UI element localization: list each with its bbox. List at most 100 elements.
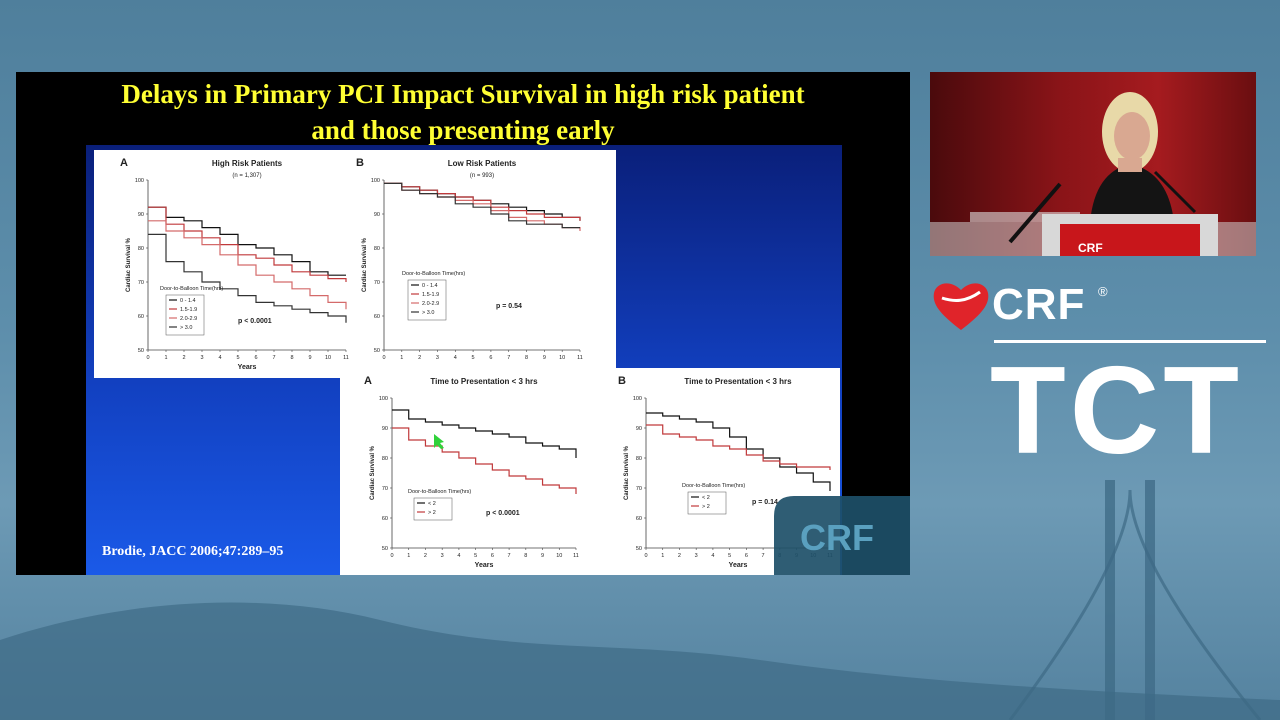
chart-survival-bottom-a: A Time to Presentation < 3 hrs50607080901…: [364, 375, 579, 569]
chart0-x-tick-label: 11: [343, 355, 349, 361]
chart3-y-tick-label: 70: [636, 486, 642, 492]
chart0-legend-title: Door-to-Balloon Time(hrs): [160, 286, 223, 292]
chart1-x-tick-label: 2: [418, 355, 421, 361]
chart0-title: High Risk Patients: [212, 159, 283, 168]
crf-watermark: CRF: [774, 496, 910, 575]
chart1-title: Low Risk Patients: [448, 159, 517, 168]
chart0-x-tick-label: 0: [146, 355, 149, 361]
presentation-slide: Delays in Primary PCI Impact Survival in…: [16, 72, 910, 575]
chart2-x-label: Years: [475, 562, 494, 569]
chart0-series-3-line: [148, 233, 347, 323]
chart1-legend-box: [407, 279, 447, 321]
chart1-y-tick-label: 90: [374, 212, 380, 218]
chart0-y-tick-label: 70: [138, 280, 144, 286]
slide-title-line1: Delays in Primary PCI Impact Survival in…: [121, 79, 805, 109]
chart0-y-tick-label: 100: [135, 178, 144, 184]
chart0-series-2-line: [148, 220, 347, 310]
chart0-x-tick-label: 7: [272, 355, 275, 361]
chart3-y-tick-label: 50: [636, 546, 642, 552]
chart2-x-tick-label: 9: [541, 553, 544, 559]
chart0-legend-label: 1.5-1.9: [180, 307, 197, 313]
chart2-x-tick-label: 5: [474, 553, 477, 559]
chart0-x-tick-label: 6: [254, 355, 257, 361]
chart2-x-tick-label: 2: [424, 553, 427, 559]
chart-panel-high-risk: A High Risk Patients (n = 1,307) 50 60 70 80 90…: [94, 150, 616, 378]
chart0-legend-label: 0 - 1.4: [180, 298, 196, 304]
brand-divider: [994, 340, 1266, 343]
chart0-x-tick-label: 5: [236, 355, 239, 361]
chart3-x-tick-label: 1: [661, 553, 664, 559]
chart3-y-tick-label: 90: [636, 426, 642, 432]
chart3-panel-letter: B: [618, 375, 626, 387]
speaker-video: CRF: [930, 72, 1256, 256]
chart3-x-tick-label: 2: [678, 553, 681, 559]
chart3-series-0-line: [646, 412, 831, 491]
podium-logo-text: CRF: [1078, 241, 1103, 255]
chart0-group: A High Risk Patients(n = 1,307)5060708090…: [120, 157, 349, 371]
chart1-series-3-line: [384, 182, 580, 229]
chart2-y-tick-label: 100: [379, 396, 388, 402]
chart2-title: Time to Presentation < 3 hrs: [430, 377, 538, 386]
chart3-legend-label: > 2: [702, 504, 710, 510]
chart0-x-tick-label: 1: [164, 355, 167, 361]
chart3-y-tick-label: 60: [636, 516, 642, 522]
chart3-series-1-line: [646, 424, 831, 470]
chart3-x-tick-label: 0: [644, 553, 647, 559]
speaker-scene: CRF: [930, 92, 1256, 256]
chart1-x-tick-label: 11: [577, 355, 583, 361]
chart0-x-tick-label: 8: [290, 355, 293, 361]
pointer-arrow-icon: [434, 434, 444, 449]
chart0-y-tick-label: 50: [138, 348, 144, 354]
chart2-series-1-line: [392, 427, 577, 494]
chart3-y-label: Cardiac Survival %: [624, 445, 630, 500]
chart0-x-tick-label: 10: [325, 355, 331, 361]
chart3-x-tick-label: 3: [695, 553, 698, 559]
chart2-y-tick-label: 90: [382, 426, 388, 432]
chart1-x-tick-label: 8: [525, 355, 528, 361]
chart2-x-tick-label: 1: [407, 553, 410, 559]
chart1-subtitle: (n = 993): [470, 173, 494, 179]
chart0-y-label: Cardiac Survival %: [126, 237, 132, 292]
chart2-panel-letter: A: [364, 375, 372, 387]
chart1-x-tick-label: 0: [382, 355, 385, 361]
chart0-series-0-line: [148, 206, 346, 276]
chart3-title: Time to Presentation < 3 hrs: [684, 377, 792, 386]
chart0-panel-letter: A: [120, 157, 128, 169]
chart1-y-label: Cardiac Survival %: [362, 237, 368, 292]
chart3-legend-title: Door-to-Balloon Time(hrs): [682, 483, 745, 489]
chart2-y-tick-label: 80: [382, 456, 388, 462]
crf-tct-branding: CRF ® TCT: [930, 280, 1270, 480]
chart3-x-tick-label: 7: [762, 553, 765, 559]
heart-logo-icon: [933, 283, 989, 330]
chart1-x-tick-label: 6: [489, 355, 492, 361]
chart2-x-tick-label: 11: [573, 553, 579, 559]
chart3-legend-label: < 2: [702, 495, 710, 501]
chart1-series-1-line: [384, 182, 581, 221]
crf-watermark-text: CRF: [800, 517, 874, 558]
chart2-series-0-line: [392, 409, 577, 458]
chart1-series-0-line: [384, 182, 581, 221]
chart1-legend-title: Door-to-Balloon Time(hrs): [402, 271, 465, 277]
chart3-x-tick-label: 6: [745, 553, 748, 559]
slide-title-line2: and those presenting early: [311, 115, 615, 145]
chart1-x-tick-label: 10: [559, 355, 565, 361]
slide-citation: Brodie, JACC 2006;47:289–95: [102, 544, 284, 559]
chart2-p-value: p < 0.0001: [486, 510, 520, 517]
registered-mark: ®: [1098, 284, 1108, 299]
chart1-panel-letter: B: [356, 157, 364, 169]
chart0-x-label: Years: [238, 364, 257, 371]
chart0-x-tick-label: 2: [182, 355, 185, 361]
chart0-p-value: p < 0.0001: [238, 318, 272, 325]
chart1-group: B Low Risk Patients(n = 993)5060708090100…: [356, 157, 583, 361]
chart2-x-tick-label: 7: [508, 553, 511, 559]
chart1-x-tick-label: 7: [507, 355, 510, 361]
chart1-legend-label: > 3.0: [422, 310, 434, 316]
chart1-x-tick-label: 9: [543, 355, 546, 361]
tct-logo-text: TCT: [990, 342, 1244, 480]
chart1-x-tick-label: 3: [436, 355, 439, 361]
chart1-p-value: p = 0.54: [496, 303, 522, 310]
chart2-x-tick-label: 0: [390, 553, 393, 559]
chart3-x-tick-label: 4: [711, 553, 714, 559]
chart1-x-tick-label: 1: [400, 355, 403, 361]
